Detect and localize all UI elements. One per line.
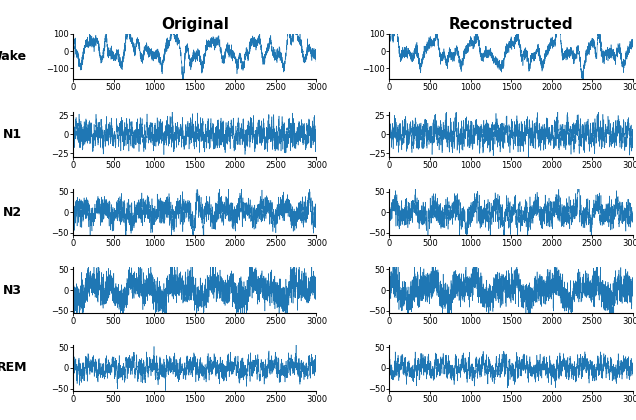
Title: Reconstructed: Reconstructed	[449, 18, 574, 32]
Y-axis label: N3: N3	[3, 284, 22, 297]
Y-axis label: REM: REM	[0, 362, 28, 375]
Y-axis label: N2: N2	[3, 206, 22, 218]
Y-axis label: Wake: Wake	[0, 50, 27, 63]
Y-axis label: N1: N1	[3, 128, 22, 141]
Title: Original: Original	[161, 18, 229, 32]
